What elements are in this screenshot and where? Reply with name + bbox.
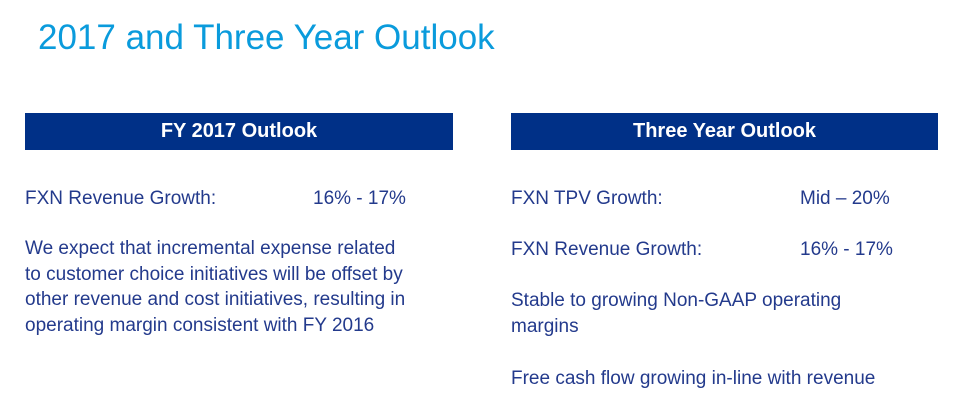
left-paragraph-line: other revenue and cost initiatives, resu… <box>25 289 406 310</box>
left-metric-label: FXN Revenue Growth: <box>25 188 217 209</box>
slide-title: 2017 and Three Year Outlook <box>38 18 495 57</box>
right-statement-line: Stable to growing Non-GAAP operating <box>511 290 842 311</box>
right-metric-value: 16% - 17% <box>800 239 893 260</box>
left-paragraph-line: to customer choice initiatives will be o… <box>25 263 403 285</box>
three-year-outlook-header: Three Year Outlook <box>511 113 938 150</box>
right-statement-line: Free cash flow growing in-line with reve… <box>511 368 876 389</box>
left-metric-value: 16% - 17% <box>313 188 406 209</box>
right-metric-value: Mid – 20% <box>800 188 890 209</box>
right-statement-line: margins <box>511 315 579 337</box>
left-paragraph-line: We expect that incremental expense relat… <box>25 238 396 259</box>
fy2017-outlook-header: FY 2017 Outlook <box>25 113 453 150</box>
right-metric-label: FXN TPV Growth: <box>511 188 663 209</box>
left-paragraph-line: operating margin consistent with FY 2016 <box>25 314 375 336</box>
right-metric-label: FXN Revenue Growth: <box>511 239 703 260</box>
